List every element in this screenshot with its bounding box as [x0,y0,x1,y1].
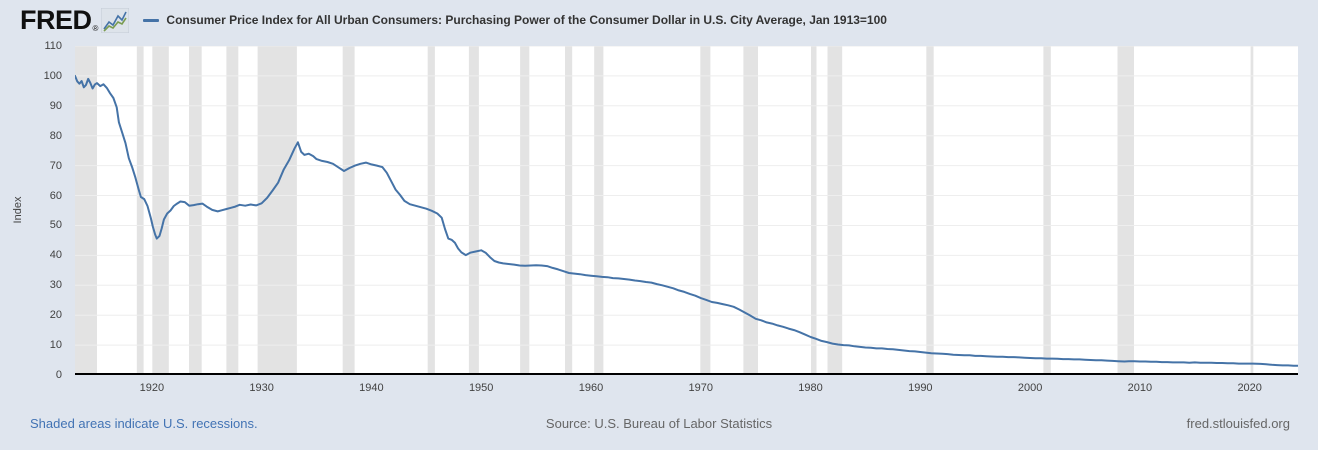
registered-mark: ® [92,24,99,33]
y-tick-label: 60 [49,189,62,202]
fred-site-link[interactable]: fred.stlouisfed.org [1186,416,1290,431]
x-tick-label: 1930 [249,382,274,394]
x-tick-label: 1970 [688,382,713,394]
y-tick-label: 70 [49,159,62,172]
x-tick-label: 1980 [798,382,823,394]
recession-band [468,46,479,373]
x-tick-label: 2000 [1017,382,1043,394]
x-axis-line [75,373,1298,375]
series-line [75,74,1298,367]
header: FRED ® Consumer Price Index for All Urba… [20,5,887,35]
recession-band [189,46,202,373]
recession-band [152,46,169,373]
recession-band [926,46,934,373]
recession-band [1117,46,1134,373]
recession-band [520,46,530,373]
y-tick-label: 100 [43,69,62,82]
chart-canvas [75,46,1298,375]
series-legend-dash [143,18,160,22]
x-tick-label: 1960 [578,382,604,394]
y-tick-label: 40 [49,249,62,262]
x-tick-label: 1920 [139,382,165,394]
x-tick-label: 1950 [468,382,494,394]
recession-band [743,46,758,373]
x-tick-label: 2020 [1237,382,1262,394]
fred-sparkline-icon [101,7,130,33]
recession-band [700,46,711,373]
x-tick-label: 1990 [908,382,933,394]
fred-logo: FRED [20,5,92,35]
recession-band [427,46,435,373]
recession-band [136,46,144,373]
y-tick-label: 80 [49,129,62,142]
recession-band [226,46,239,373]
source-text: Source: U.S. Bureau of Labor Statistics [545,416,773,431]
y-tick-label: 110 [44,40,62,52]
recession-note-link[interactable]: Shaded areas indicate U.S. recessions. [30,416,258,431]
recession-band [257,46,297,373]
plot-area [75,46,1298,375]
y-tick-label: 30 [49,279,62,292]
y-tick-label: 0 [55,369,62,381]
y-tick-label: 10 [49,339,62,352]
y-tick-label: 20 [49,309,62,322]
recession-band [1250,46,1254,373]
y-tick-label: 90 [49,99,62,112]
x-tick-label: 1940 [359,382,384,394]
recession-band [1043,46,1051,373]
recession-band [342,46,355,373]
recession-band [811,46,817,373]
recession-band [594,46,604,373]
y-tick-label: 50 [49,219,62,232]
x-tick-label: 2010 [1127,382,1153,394]
recession-band [827,46,843,373]
recession-band [565,46,573,373]
series-title: Consumer Price Index for All Urban Consu… [166,13,887,27]
recession-band [75,46,97,373]
